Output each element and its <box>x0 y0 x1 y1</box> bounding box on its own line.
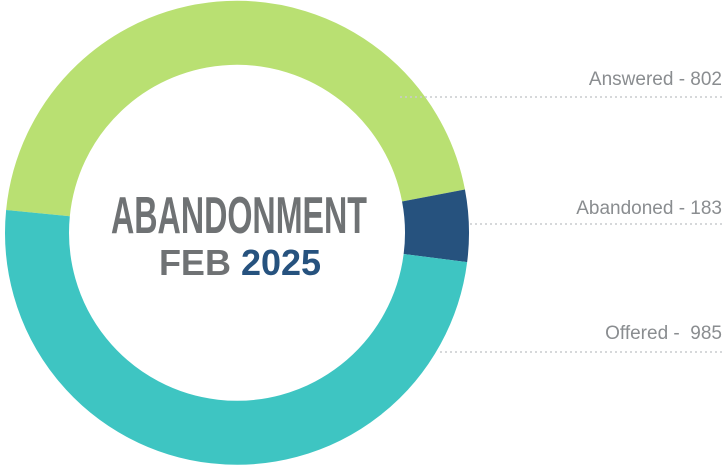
ring-segment-offered <box>5 210 468 465</box>
label-answered: Answered - 802 <box>589 69 722 90</box>
center-period: FEB 2025 <box>159 242 321 283</box>
center-title: ABANDONMENT <box>111 187 367 245</box>
label-offered: Offered - 985 <box>605 323 722 344</box>
ring-segment-abandoned <box>401 189 469 263</box>
period-year: 2025 <box>241 242 321 283</box>
donut-ring <box>5 0 469 465</box>
label-abandoned: Abandoned - 183 <box>576 198 722 219</box>
ring-segment-answered <box>6 0 465 217</box>
period-month: FEB <box>159 242 231 283</box>
